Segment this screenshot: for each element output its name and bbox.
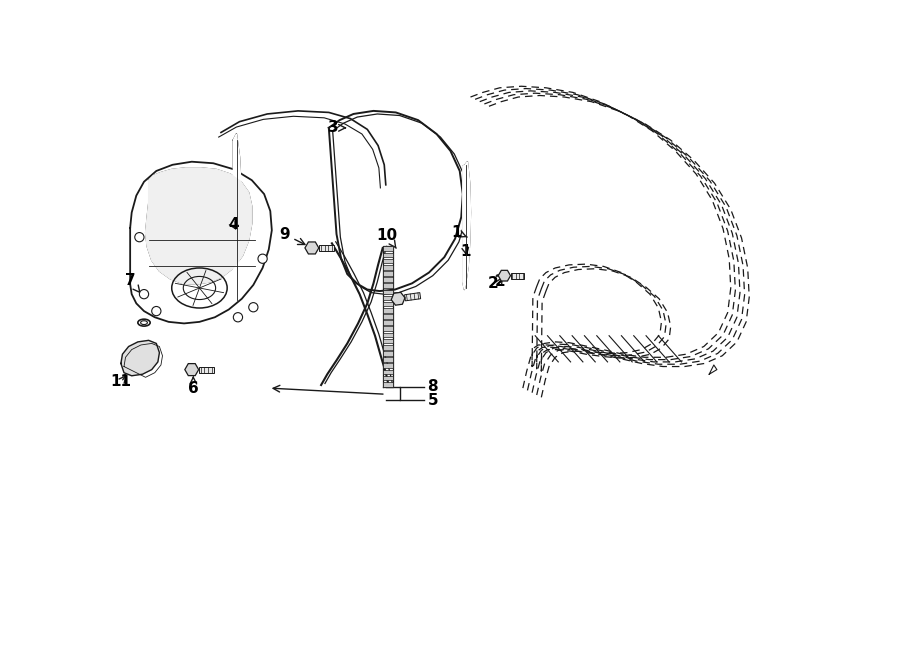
Polygon shape [404,293,420,301]
Polygon shape [121,340,159,375]
Bar [382,345,393,350]
Text: 1: 1 [452,225,467,240]
Bar [382,358,393,362]
Text: 2: 2 [494,274,505,290]
Bar [382,253,393,257]
Text: 5: 5 [428,393,438,408]
Bar [382,339,393,344]
Bar [382,271,393,276]
Bar [382,247,393,251]
Polygon shape [199,367,214,373]
Text: 2: 2 [488,273,504,291]
Bar [382,308,393,313]
Circle shape [152,307,161,316]
Bar [382,314,393,319]
Bar [382,382,393,387]
Text: 11: 11 [111,374,131,389]
Bar [382,258,393,263]
Bar [382,265,393,270]
Bar [382,302,393,307]
Circle shape [233,313,243,322]
Polygon shape [510,272,525,279]
Bar [382,375,393,380]
Ellipse shape [140,321,148,325]
Circle shape [248,303,258,312]
Bar [382,364,393,368]
Bar [382,295,393,300]
Bar [382,369,393,374]
Polygon shape [146,168,252,284]
Circle shape [135,233,144,242]
Text: 3: 3 [328,120,346,136]
Text: 8: 8 [428,379,438,394]
Circle shape [140,290,148,299]
Polygon shape [463,162,471,290]
Text: 1: 1 [461,243,471,258]
Bar [382,284,393,288]
Polygon shape [233,134,241,302]
Circle shape [258,254,267,263]
Text: 10: 10 [377,228,398,249]
Bar [382,327,393,331]
Bar [382,332,393,337]
Text: 7: 7 [125,273,140,293]
Text: 6: 6 [188,377,199,395]
Text: 4: 4 [228,217,238,233]
Polygon shape [319,245,334,251]
Text: 9: 9 [279,227,305,245]
Polygon shape [130,162,272,323]
Bar [382,351,393,356]
Ellipse shape [138,319,150,326]
Bar [382,290,393,294]
Bar [382,277,393,282]
Bar [382,321,393,325]
